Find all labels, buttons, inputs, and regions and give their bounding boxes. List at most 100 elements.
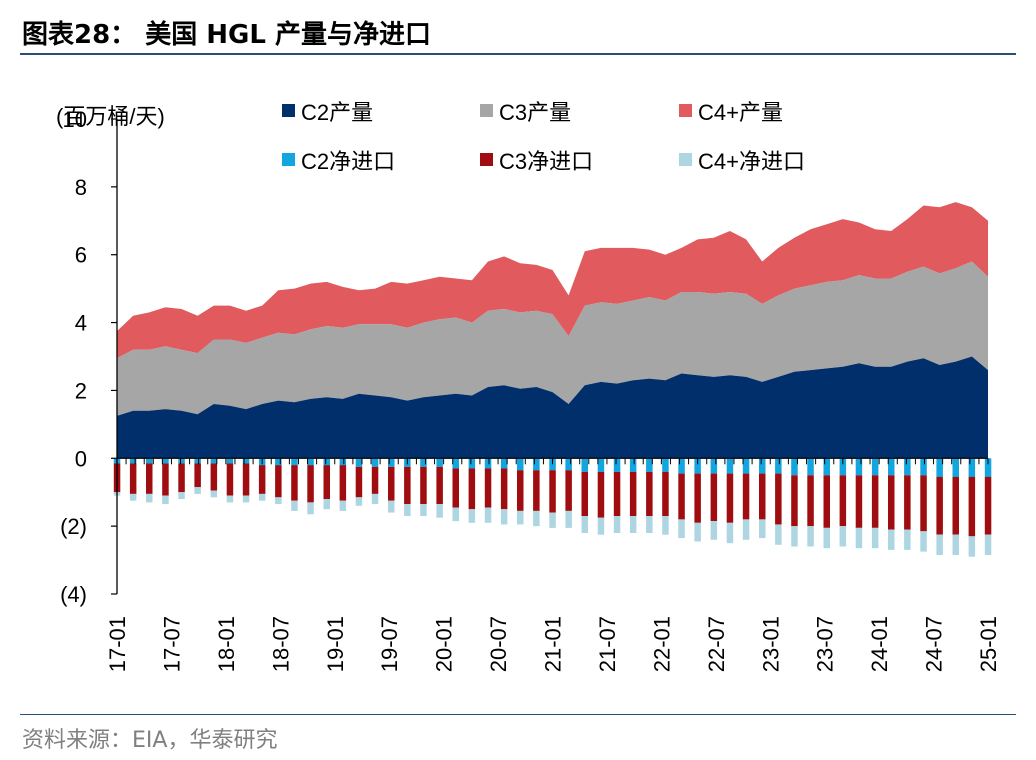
c4-import-bar — [823, 527, 830, 549]
c2-import-bar — [339, 458, 347, 466]
c2-import-bar — [371, 458, 379, 467]
c4-import-bar — [194, 487, 201, 494]
c4-import-bar — [404, 504, 411, 516]
x-tick-label: 22-07 — [704, 616, 729, 672]
c4-import-bar — [968, 536, 976, 557]
c2-import-bar — [275, 458, 282, 466]
c3-import-bar — [291, 465, 298, 501]
c2-import-bar — [307, 458, 314, 466]
c4-import-bar — [855, 527, 863, 549]
legend-c3-production-swatch — [480, 104, 493, 117]
c3-import-bar — [613, 471, 621, 516]
c3-import-bar — [823, 475, 830, 528]
c4-import-bar — [484, 507, 492, 523]
x-tick-label: 20-01 — [432, 616, 457, 672]
c3-import-bar — [323, 465, 330, 499]
c3-import-bar — [339, 465, 347, 501]
c3-import-bar — [517, 470, 524, 511]
c3-import-bar — [726, 473, 734, 523]
c2-import-bar — [855, 458, 863, 476]
c4-import-bar — [742, 519, 750, 540]
legend-c3-import-swatch — [480, 153, 493, 166]
x-tick-label: 19-01 — [323, 616, 348, 672]
c4-import-bar — [662, 516, 669, 535]
y-tick-label: 2 — [75, 378, 87, 403]
c3-import-bar — [871, 475, 879, 528]
c3-import-bar — [565, 470, 572, 511]
legend-c2-import-label: C2净进口 — [301, 149, 395, 174]
x-tick-label: 22-01 — [649, 616, 674, 672]
c4-import-bar — [984, 534, 992, 555]
c2-import-bar — [807, 458, 814, 476]
c2-import-bar — [581, 458, 588, 472]
x-tick-label: 18-07 — [268, 616, 293, 672]
c4-import-bar — [226, 495, 234, 503]
c4-import-bar — [242, 495, 250, 503]
axes: 10 8 6 4 2 0 (2) (4) 17-01 17-07 18-01 18-07 19-01 19… — [60, 107, 1001, 672]
c2-import-bar — [452, 458, 459, 469]
c3-import-bar — [646, 471, 653, 516]
c3-import-bar — [597, 471, 605, 518]
c3-import-bar — [855, 475, 863, 528]
c4-import-bar — [549, 512, 556, 528]
c4-import-bar — [468, 509, 476, 523]
c2-import-bar — [388, 458, 395, 467]
c4-import-bar — [323, 499, 330, 510]
c2-import-bar — [597, 458, 605, 472]
c4-import-bar — [258, 493, 266, 501]
c3-import-bar — [500, 468, 508, 510]
c2-import-bar — [146, 458, 153, 464]
c2-import-bar — [468, 458, 476, 469]
c2-import-bar — [291, 458, 298, 466]
c4-import-bar — [565, 510, 572, 528]
c4-import-bar — [355, 497, 363, 506]
c4-import-bar — [936, 534, 943, 555]
c2-import-bar — [968, 458, 976, 477]
legend-c4-import-swatch — [679, 153, 692, 166]
c4-import-bar — [162, 495, 169, 505]
c2-import-bar — [420, 458, 427, 467]
c2-import-bar — [565, 458, 572, 471]
y-tick-label: 4 — [75, 311, 87, 336]
c3-import-bar — [581, 471, 588, 516]
c3-import-bar — [533, 470, 540, 511]
c4-import-bar — [517, 510, 524, 525]
c3-import-bar — [307, 465, 314, 503]
c2-import-bar — [839, 458, 847, 476]
c3-import-bar — [452, 468, 459, 508]
c3-import-bar — [468, 468, 476, 510]
x-tick-label: 24-01 — [867, 616, 892, 672]
c4-import-bar — [759, 519, 766, 539]
c4-import-bar — [388, 500, 395, 513]
legend-c4-production-swatch — [679, 104, 692, 117]
x-tick-label: 18-01 — [214, 616, 239, 672]
c4-import-bar — [452, 507, 459, 522]
c4-import-bar — [129, 493, 137, 501]
c2-import-bar — [936, 458, 943, 477]
c3-import-bar — [404, 466, 411, 505]
c2-import-bar — [920, 458, 927, 476]
hgl-chart: 10 8 6 4 2 0 (2) (4) 17-01 17-07 18-01 18-07 19-01 19… — [56, 100, 1001, 672]
x-tick-label: 23-01 — [758, 616, 783, 672]
c2-import-bar — [323, 458, 330, 466]
c2-import-bar — [613, 458, 621, 472]
c3-import-bar — [484, 468, 492, 508]
c4-import-bar — [146, 493, 153, 503]
c3-import-bar — [678, 473, 685, 520]
legend-c2-import-swatch — [282, 153, 295, 166]
x-tick-label: 21-01 — [541, 616, 566, 672]
c3-import-bar — [936, 476, 943, 535]
c3-import-bar — [258, 465, 266, 494]
c3-import-bar — [759, 473, 766, 520]
c3-import-bar — [629, 471, 637, 516]
y-tick-label: 0 — [75, 446, 87, 471]
y-axis-label: (百万桶/天) — [56, 104, 165, 129]
legend-c3-import-label: C3净进口 — [499, 149, 593, 174]
x-tick-label: 17-07 — [159, 616, 184, 672]
x-tick-label: 23-07 — [813, 616, 838, 672]
y-tick-label: (2) — [60, 514, 87, 539]
c2-import-bar — [759, 458, 766, 474]
c4-import-bar — [710, 521, 718, 540]
c4-import-bar — [920, 531, 927, 552]
c4-import-bar — [420, 504, 427, 516]
